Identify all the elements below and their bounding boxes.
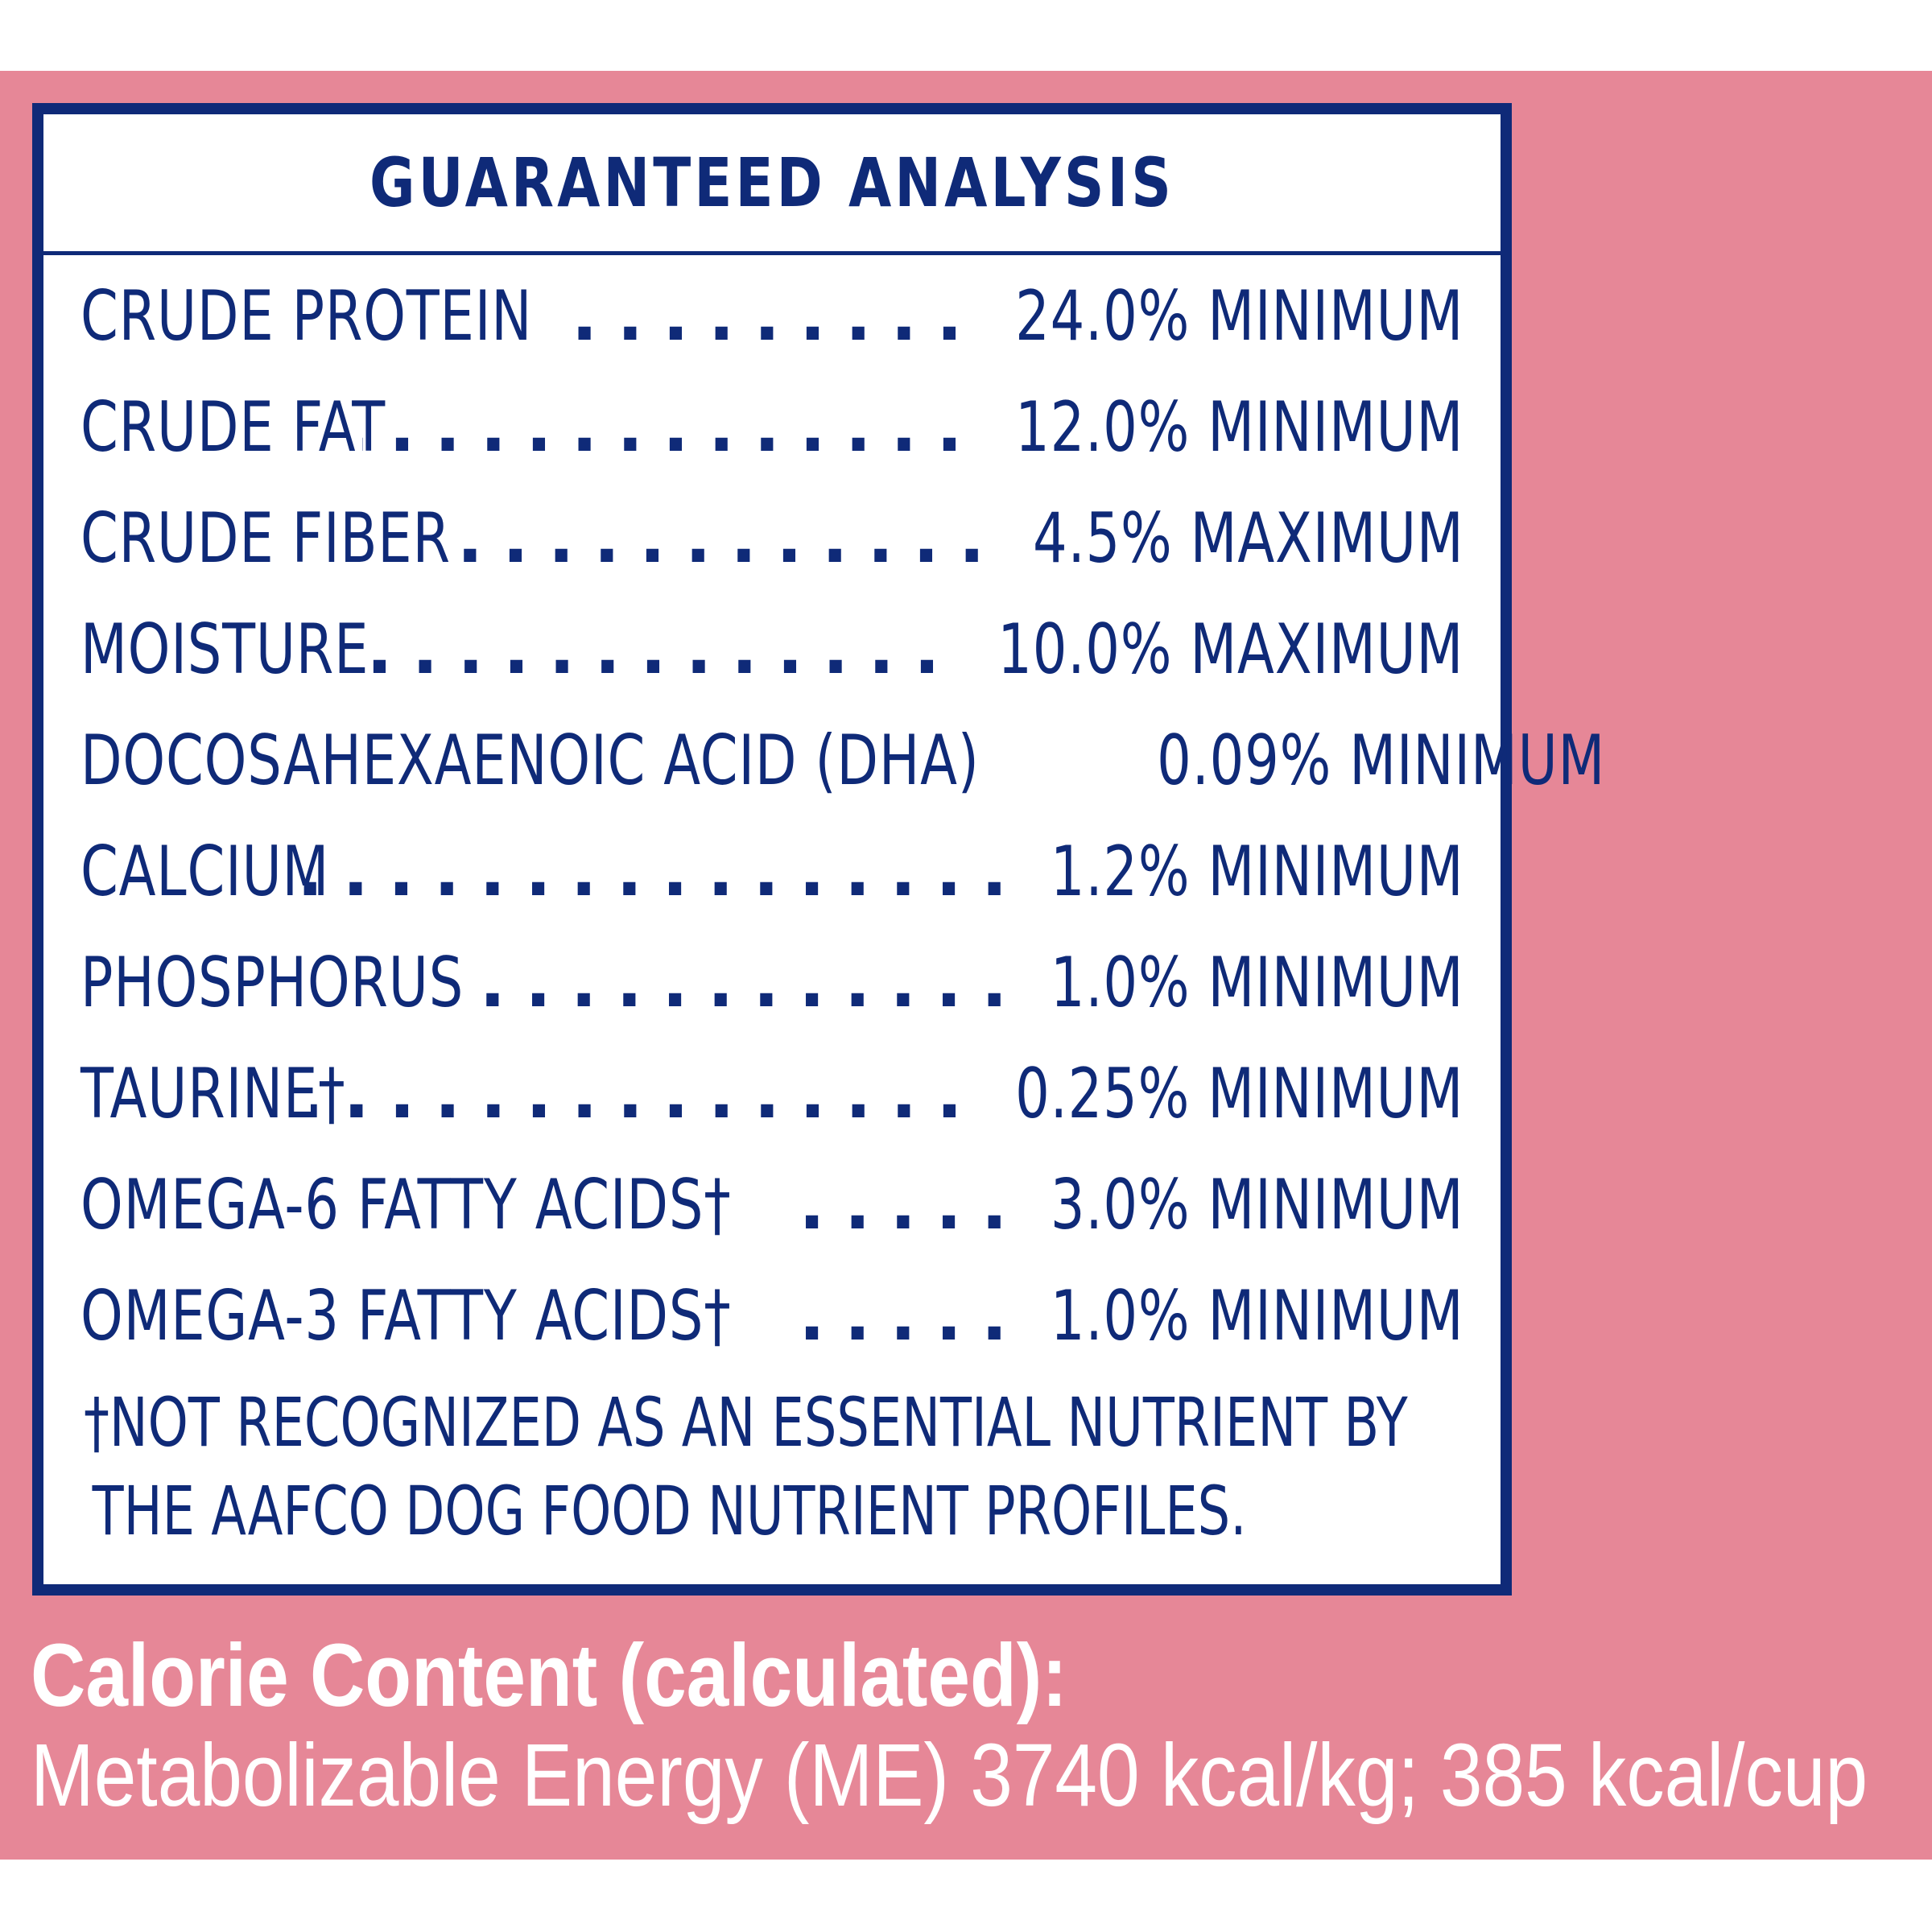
nutrient-name: MOISTURE xyxy=(80,609,369,690)
guaranteed-analysis-box: GUARANTEED ANALYSIS CRUDE PROTEIN ......… xyxy=(32,103,1604,1596)
analysis-row-crude-fiber: CRUDE FIBER .......................... 4… xyxy=(80,483,1463,594)
footnote-line-1: †NOT RECOGNIZED AS AN ESSENTIAL NUTRIENT… xyxy=(84,1383,1408,1462)
nutrient-name: OMEGA-6 FATTY ACIDS† xyxy=(80,1165,732,1245)
analysis-row-moisture: MOISTURE .......................... 10.0… xyxy=(80,594,1463,705)
nutrient-value: 1.0% MINIMUM xyxy=(1050,943,1463,1023)
dot-leader: .......................... xyxy=(462,943,1027,1023)
analysis-row-crude-protein: CRUDE PROTEIN ..........................… xyxy=(80,261,1463,372)
dot-leader: .......................... xyxy=(806,1165,1027,1245)
analysis-row-taurine: TAURINE† .......................... 0.25… xyxy=(80,1038,1463,1150)
nutrient-value: 1.0% MINIMUM xyxy=(1050,1276,1463,1356)
dot-leader: .......................... xyxy=(341,609,960,690)
nutrient-name: CRUDE PROTEIN xyxy=(80,276,533,357)
title-divider xyxy=(43,251,1501,255)
nutrient-value: 10.0% MAXIMUM xyxy=(997,609,1463,690)
analysis-rows: CRUDE PROTEIN ..........................… xyxy=(80,261,1604,1372)
analysis-row-dha: DOCOSAHEXAENOIC ACID (DHA) .............… xyxy=(80,705,1604,816)
dot-leader: .......................... xyxy=(362,387,982,468)
dot-leader: .......................... xyxy=(311,1054,982,1134)
analysis-row-crude-fat: CRUDE FAT .......................... 12.… xyxy=(80,372,1463,483)
nutrient-value: 4.5% MAXIMUM xyxy=(1032,498,1463,579)
analysis-title: GUARANTEED ANALYSIS xyxy=(369,143,1174,222)
calorie-heading: Calorie Content (calculated): xyxy=(31,1626,1067,1725)
dot-leader: .......................... xyxy=(806,1276,1027,1356)
calorie-detail: Metabolizable Energy (ME) 3740 kcal/kg; … xyxy=(31,1726,1868,1825)
aafco-footnote: †NOT RECOGNIZED AS AN ESSENTIAL NUTRIENT… xyxy=(84,1378,1463,1555)
dot-leader: .......................... xyxy=(290,832,1027,912)
nutrient-value: 12.0% MINIMUM xyxy=(1014,387,1463,468)
analysis-row-calcium: CALCIUM .......................... 1.2% … xyxy=(80,816,1463,927)
analysis-row-omega-6: OMEGA-6 FATTY ACIDS† ...................… xyxy=(80,1150,1463,1261)
analysis-row-omega-3: OMEGA-3 FATTY ACIDS† ...................… xyxy=(80,1261,1463,1372)
nutrient-name: TAURINE† xyxy=(80,1054,346,1134)
footnote-line-2: THE AAFCO DOG FOOD NUTRIENT PROFILES. xyxy=(92,1472,1247,1550)
nutrient-value: 0.09% MINIMUM xyxy=(1156,720,1605,801)
nutrient-value: 1.2% MINIMUM xyxy=(1050,832,1463,912)
calorie-content: Calorie Content (calculated): Metaboliza… xyxy=(31,1626,1932,1826)
nutrient-value: 0.25% MINIMUM xyxy=(1014,1054,1463,1134)
guaranteed-analysis-inner: GUARANTEED ANALYSIS CRUDE PROTEIN ......… xyxy=(43,114,1604,1584)
analysis-row-phosphorus: PHOSPHORUS .......................... 1.… xyxy=(80,927,1463,1038)
nutrient-name: OMEGA-3 FATTY ACIDS† xyxy=(80,1276,732,1356)
dot-leader: .......................... xyxy=(445,498,1005,579)
nutrient-name: CALCIUM xyxy=(80,832,330,912)
nutrient-value: 24.0% MINIMUM xyxy=(1014,276,1463,357)
nutrient-name: CRUDE FIBER xyxy=(80,498,451,579)
nutrient-name: PHOSPHORUS xyxy=(80,943,464,1023)
nutrient-value: 3.0% MINIMUM xyxy=(1050,1165,1463,1245)
dot-leader: .......................... xyxy=(551,276,982,357)
nutrient-name: CRUDE FAT xyxy=(80,387,386,468)
nutrient-name: DOCOSAHEXAENOIC ACID (DHA) xyxy=(80,720,980,801)
